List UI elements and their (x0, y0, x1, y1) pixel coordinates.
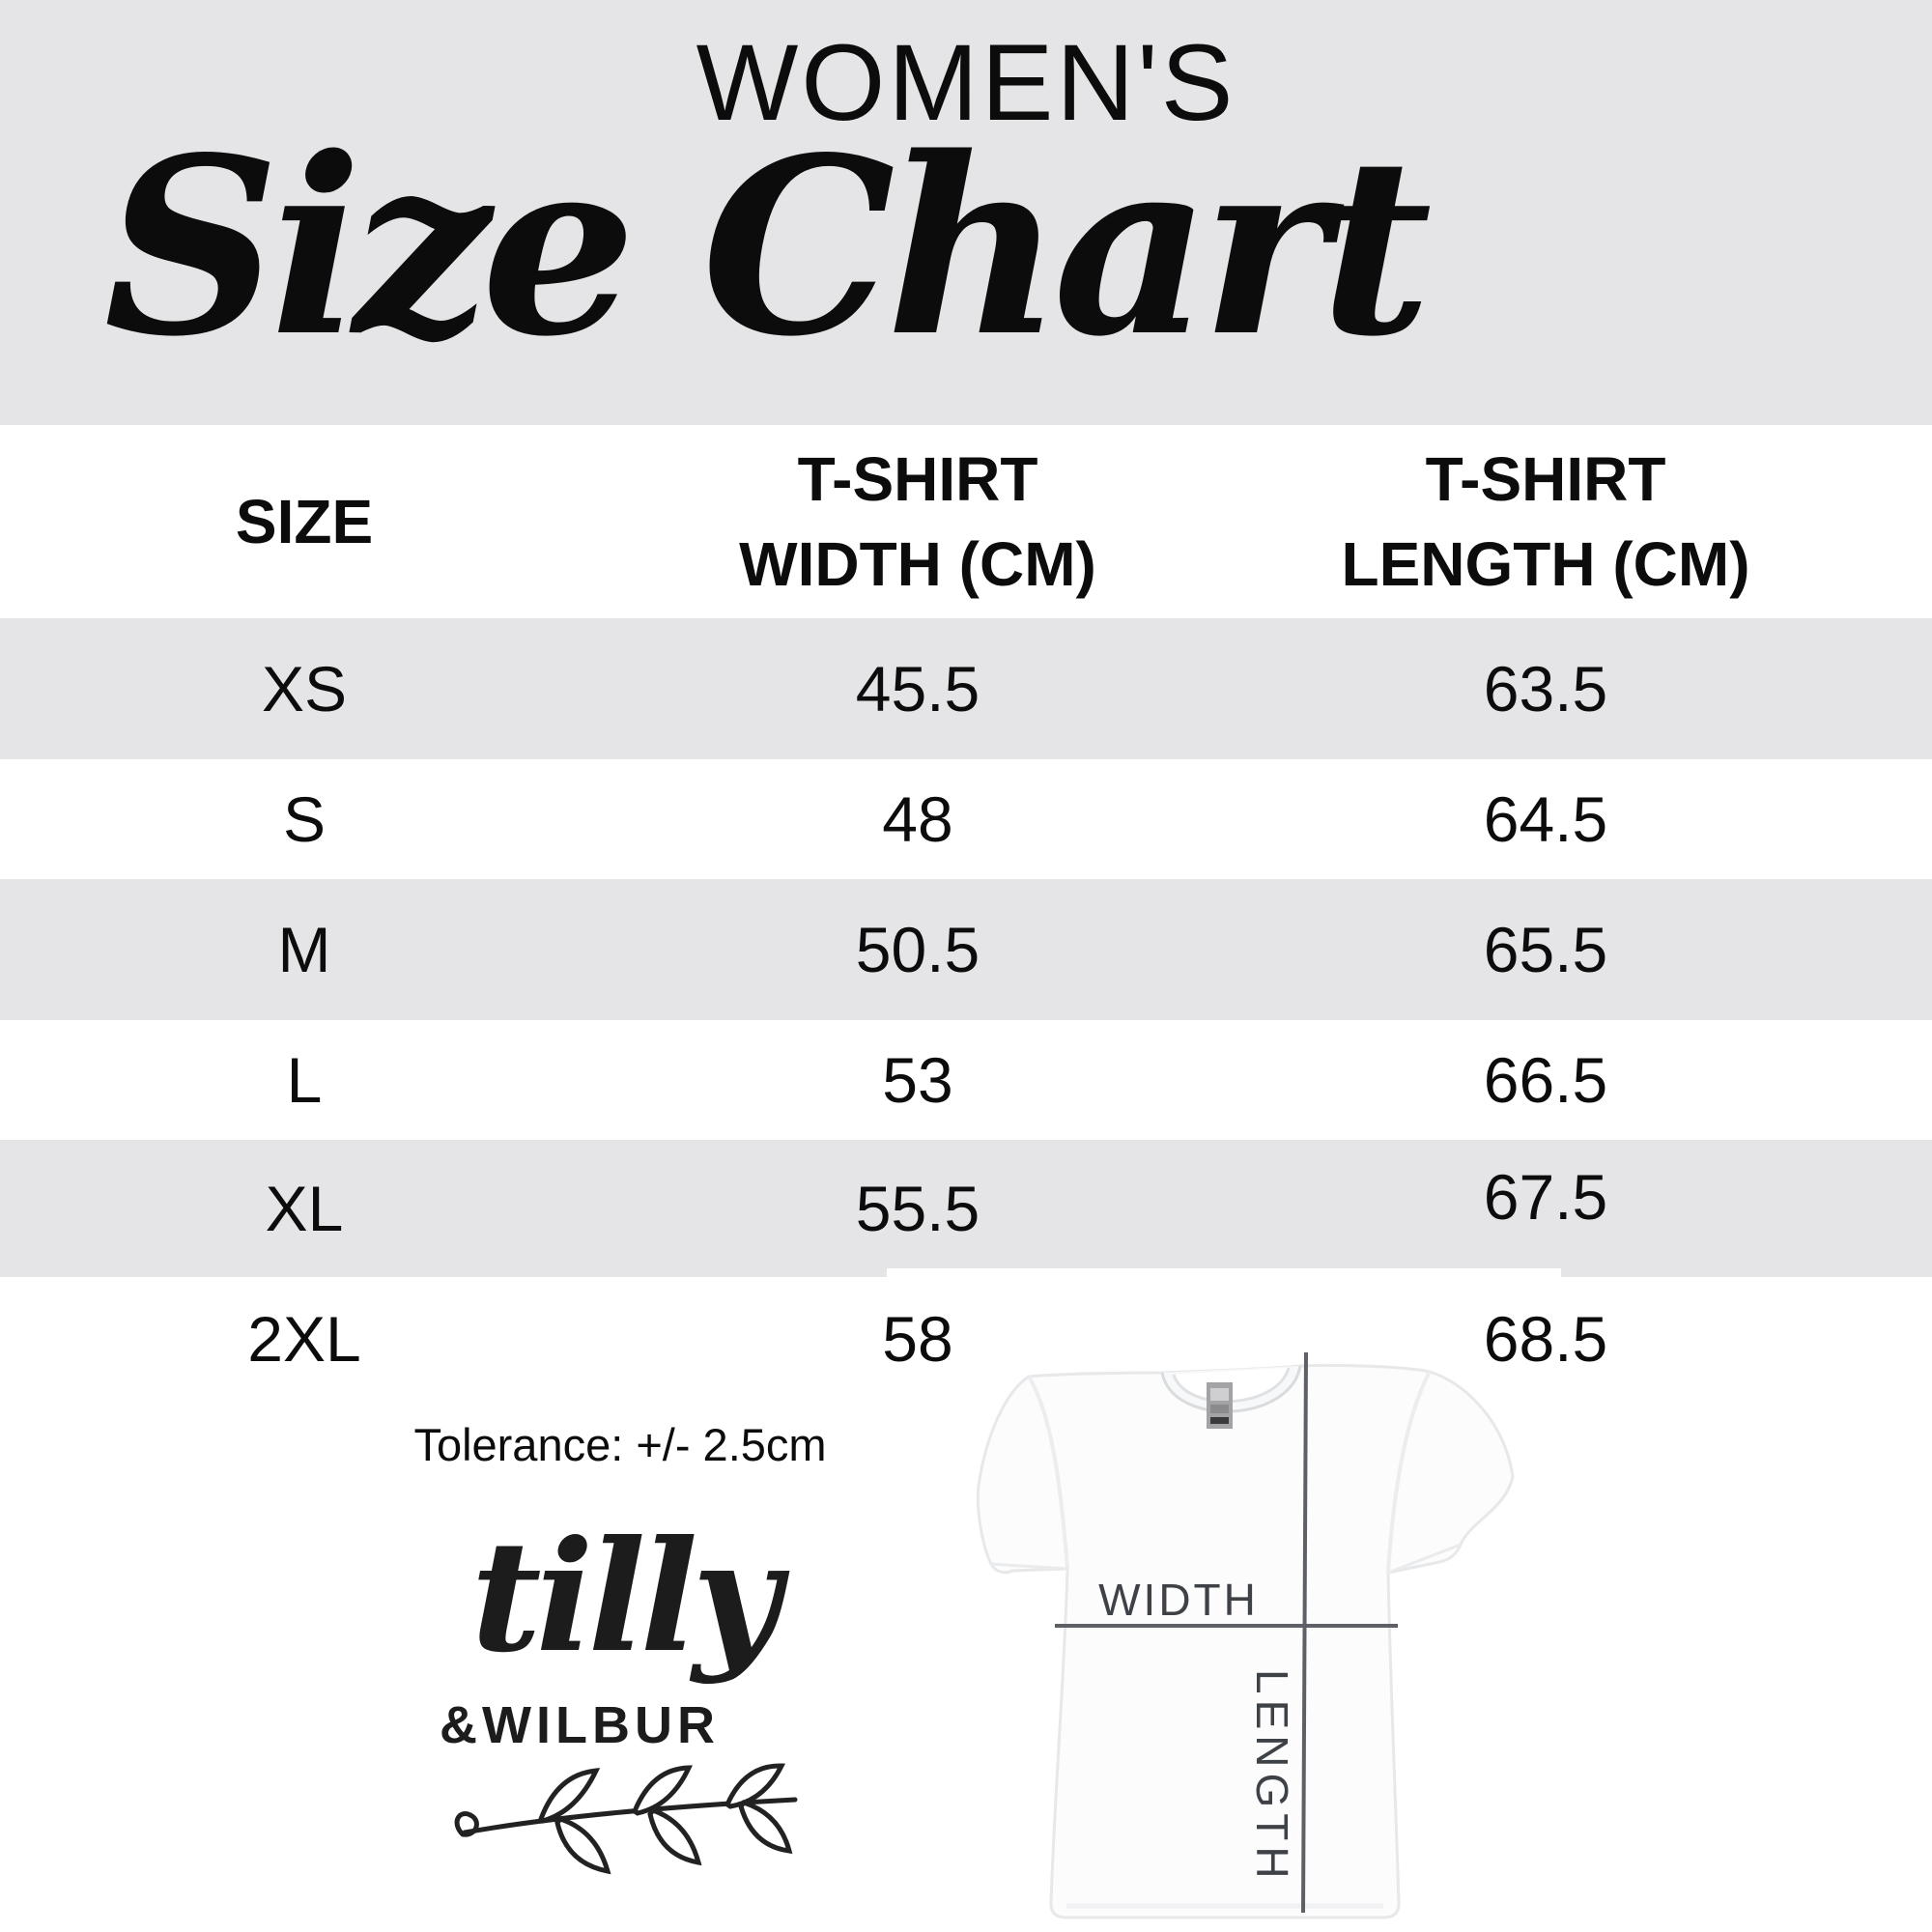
length-value: 68.5 (1483, 1303, 1608, 1375)
table-row: L 53 66.5 (0, 1020, 1932, 1140)
column-header-length: T-SHIRT LENGTH (CM) (1227, 437, 1864, 608)
page-kicker: WOMEN'S (696, 22, 1236, 143)
column-header-line: LENGTH (CM) (1341, 529, 1750, 599)
tshirt-image (887, 1268, 1561, 1932)
width-value: 53 (882, 1044, 953, 1116)
column-header-line: T-SHIRT (1425, 443, 1666, 514)
brand-logo: tilly &WILBUR (382, 1502, 865, 1889)
column-header-width: T-SHIRT WIDTH (CM) (609, 437, 1227, 608)
tolerance-note: Tolerance: +/- 2.5cm (413, 1419, 827, 1470)
column-header-line: WIDTH (CM) (739, 529, 1096, 599)
length-value: 67.5 (1483, 1161, 1608, 1233)
column-header-size: SIZE (0, 479, 609, 564)
table-header-row: SIZE T-SHIRT WIDTH (CM) T-SHIRT LENGTH (… (0, 425, 1932, 618)
size-value: XS (261, 653, 348, 724)
width-value: 55.5 (855, 1173, 980, 1244)
column-header-line: SIZE (235, 486, 374, 556)
size-value: M (277, 914, 331, 985)
table-row: XL 55.5 67.5 (0, 1140, 1932, 1277)
table-row: M 50.5 65.5 (0, 879, 1932, 1020)
header-banner: WOMEN'S Size Chart (0, 0, 1932, 425)
neck-tag-icon (1207, 1382, 1233, 1429)
size-value: 2XL (247, 1303, 361, 1375)
column-header-line: T-SHIRT (797, 443, 1038, 514)
length-value: 66.5 (1483, 1044, 1608, 1116)
length-measure-line (1301, 1351, 1308, 1914)
laurel-branch-icon (391, 1762, 865, 1889)
width-value: 50.5 (855, 914, 980, 985)
width-measure-label: WIDTH (1098, 1575, 1259, 1625)
table-row: 2XL 58 68.5 (0, 1277, 1932, 1401)
length-value: 65.5 (1483, 914, 1608, 985)
width-value: 58 (882, 1303, 953, 1375)
length-value: 64.5 (1483, 783, 1608, 855)
table-row: XS 45.5 63.5 (0, 618, 1932, 759)
size-value: XL (265, 1173, 344, 1244)
width-value: 45.5 (855, 653, 980, 724)
brand-name-script: tilly (470, 1508, 781, 1687)
width-value: 48 (882, 783, 953, 855)
brand-name-caps: &WILBUR (440, 1695, 720, 1754)
length-value: 63.5 (1483, 653, 1608, 724)
length-measure-label: LENGTH (1247, 1669, 1297, 1885)
tshirt-drawing (976, 1351, 1515, 1919)
size-value: S (282, 783, 327, 855)
size-value: L (286, 1044, 323, 1116)
page-title: Size Chart (103, 104, 1432, 390)
table-row: S 48 64.5 (0, 759, 1932, 879)
